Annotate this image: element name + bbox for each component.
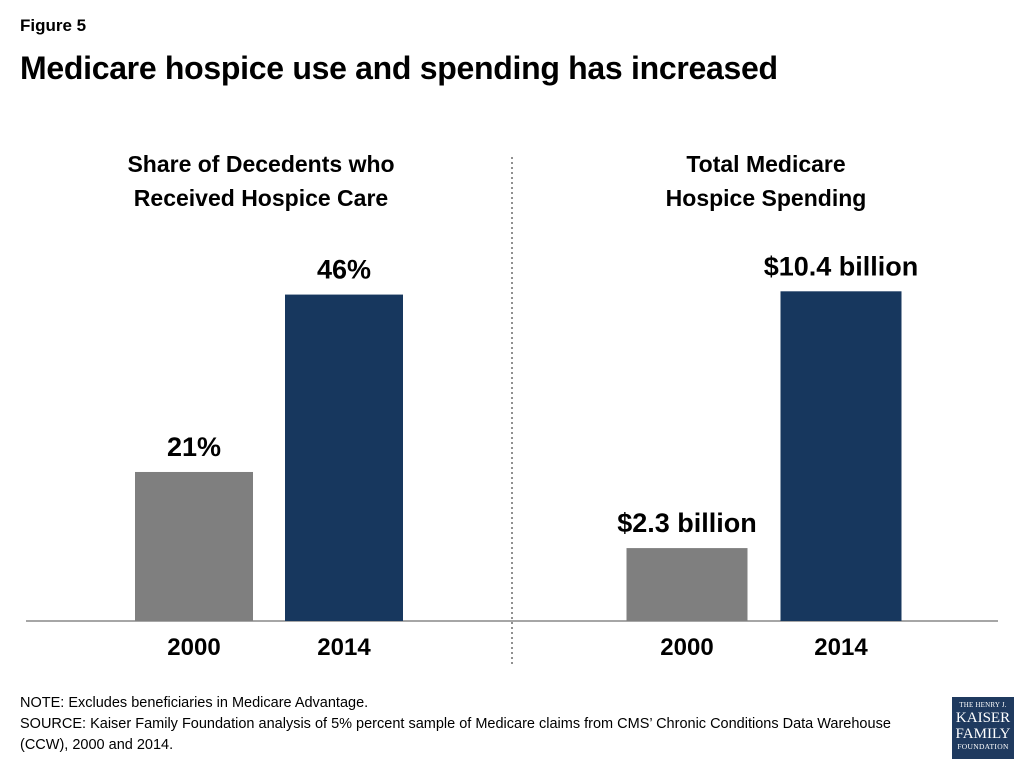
chart-area: Share of Decedents who Received Hospice C… (26, 151, 998, 667)
chart-2-title-line-1: Total Medicare (686, 151, 845, 177)
footnote: NOTE: Excludes beneficiaries in Medicare… (20, 693, 920, 756)
chart-1-value-label-2014: 46% (317, 255, 371, 285)
figure-label: Figure 5 (20, 16, 87, 35)
kff-logo: THE HENRY J. KAISER FAMILY FOUNDATION (952, 697, 1014, 759)
chart-1-tick-label-2014: 2014 (317, 634, 371, 661)
chart-1-bar-2000 (135, 471, 253, 621)
chart-1-bar-2014 (285, 294, 403, 621)
logo-line-1: THE HENRY J. (959, 701, 1007, 709)
chart-2-title-line-2: Hospice Spending (666, 185, 867, 211)
chart-2-tick-label-2000: 2000 (660, 634, 713, 661)
note-text: NOTE: Excludes beneficiaries in Medicare… (20, 695, 369, 711)
chart-2-tick-label-2014: 2014 (814, 634, 868, 661)
chart-1-tick-label-2000: 2000 (167, 634, 220, 661)
logo-line-4: FOUNDATION (957, 742, 1009, 751)
chart-2-value-label-2014: $10.4 billion (764, 251, 919, 281)
chart-2-bar-2000 (626, 548, 748, 621)
chart-2-value-label-2000: $2.3 billion (617, 508, 757, 538)
chart-1-title-line-1: Share of Decedents who (127, 151, 394, 177)
chart-1-value-label-2000: 21% (167, 432, 221, 462)
source-text: SOURCE: Kaiser Family Foundation analysi… (20, 716, 891, 753)
page-title: Medicare hospice use and spending has in… (20, 50, 778, 86)
logo-line-3: FAMILY (955, 726, 1011, 742)
chart-2-bar-2014 (780, 291, 902, 621)
logo-line-2: KAISER (955, 710, 1011, 726)
chart-1-title-line-2: Received Hospice Care (134, 185, 388, 211)
